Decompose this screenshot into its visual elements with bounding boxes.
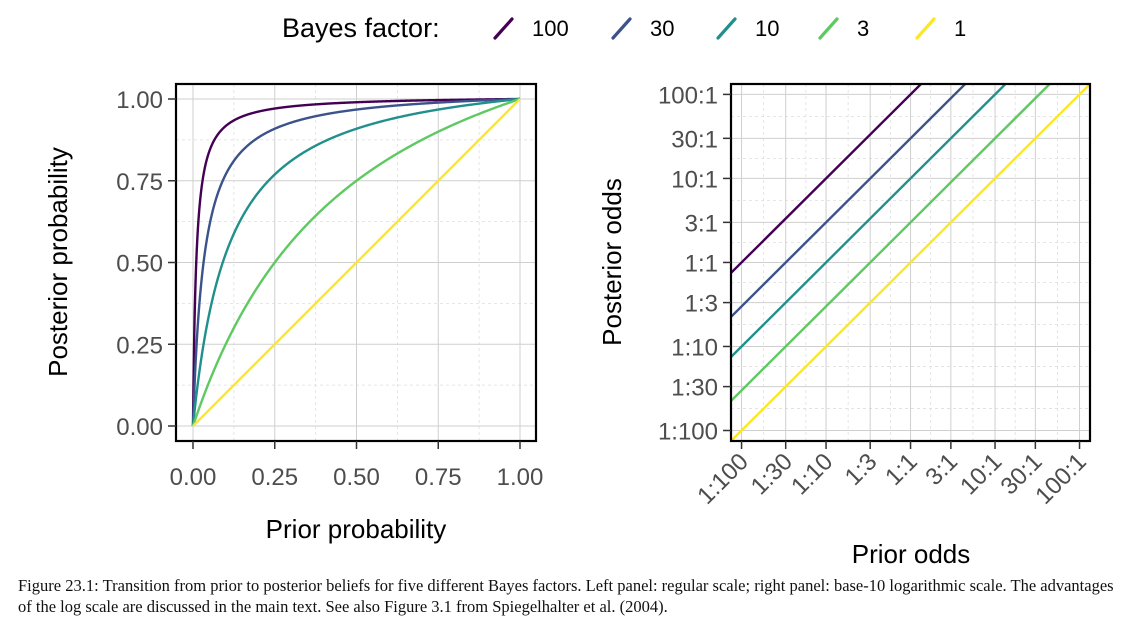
legend: Bayes factor: 100 30 10 3 1 [282, 13, 966, 43]
y-tick-label: 100:1 [658, 82, 718, 109]
x-tick-label: 0.00 [170, 464, 217, 491]
figure: Bayes factor: 100 30 10 3 1 0.00 0.25 0.50 0.75… [43, 13, 1092, 569]
y-tick-label: 0.00 [116, 414, 163, 441]
series-line-bf-10 [191, 97, 521, 427]
series-line-bf-1 [192, 98, 521, 427]
legend-swatch-3 [818, 17, 839, 40]
y-tick-label: 30:1 [671, 126, 718, 153]
y-tick-label: 1.00 [116, 87, 163, 114]
y-tick-label: 10:1 [671, 166, 718, 193]
x-tick-label: 0.50 [333, 464, 380, 491]
y-tick-label: 0.25 [116, 332, 163, 359]
x-tick-label: 0.75 [415, 464, 462, 491]
x-tick-label: 1:10 [786, 448, 838, 500]
series-line-bf-3 [731, 84, 1052, 402]
y-tick-label: 1:30 [671, 375, 718, 402]
left-panel: 0.00 0.25 0.50 0.75 1.00 0.00 0.25 0.50 0.75 1.00… [43, 82, 544, 544]
y-tick-label: 3:1 [685, 210, 718, 237]
caption-label: Figure 23.1: [18, 576, 99, 595]
figure-caption: Figure 23.1: Transition from prior to pos… [18, 575, 1128, 617]
y-tick-label: 1:100 [658, 419, 718, 446]
x-tick-label: 1.00 [497, 464, 544, 491]
y-tick-label: 0.75 [116, 169, 163, 196]
legend-label-30: 30 [650, 16, 674, 41]
legend-label-100: 100 [532, 16, 569, 41]
series-line-bf-1 [731, 84, 1090, 441]
y-tick-label: 1:10 [671, 334, 718, 361]
x-tick-label: 1:100 [692, 448, 754, 510]
x-axis-label: Prior odds [852, 539, 971, 569]
series-line-bf-3 [191, 97, 521, 427]
legend-label-1: 1 [954, 16, 966, 41]
right-panel: 1:1001:301:101:31:13:110:130:1100:11:100… [597, 82, 1092, 569]
series-line-bf-30 [191, 97, 521, 427]
legend-label-10: 10 [755, 16, 779, 41]
legend-swatch-100 [493, 17, 514, 40]
x-axis-label: Prior probability [266, 514, 447, 544]
legend-swatch-30 [611, 17, 632, 40]
series-line-bf-10 [731, 84, 1008, 358]
x-tick-label: 10:1 [955, 448, 1007, 500]
series-line-bf-100 [731, 84, 923, 274]
legend-label-3: 3 [857, 16, 869, 41]
legend-swatch-1 [915, 17, 936, 40]
legend-swatch-10 [716, 17, 737, 40]
series-line-bf-100 [191, 97, 521, 426]
x-tick-label: 0.25 [251, 464, 298, 491]
x-tick-label: 3:1 [920, 448, 963, 491]
caption-text: Transition from prior to posterior belie… [18, 576, 1114, 616]
legend-title: Bayes factor: [282, 13, 440, 43]
x-tick-label: 1:1 [880, 448, 923, 491]
y-axis-label: Posterior probability [43, 147, 73, 377]
series-group [731, 84, 1090, 441]
x-tick-label: 100:1 [1030, 448, 1092, 510]
series-line-bf-30 [731, 84, 967, 318]
y-tick-label: 0.50 [116, 251, 163, 278]
y-tick-label: 1:3 [685, 291, 718, 318]
y-tick-label: 1:1 [685, 250, 718, 277]
y-axis-label: Posterior odds [597, 178, 627, 346]
x-tick-label: 1:30 [746, 448, 798, 500]
x-tick-label: 1:3 [840, 448, 883, 491]
